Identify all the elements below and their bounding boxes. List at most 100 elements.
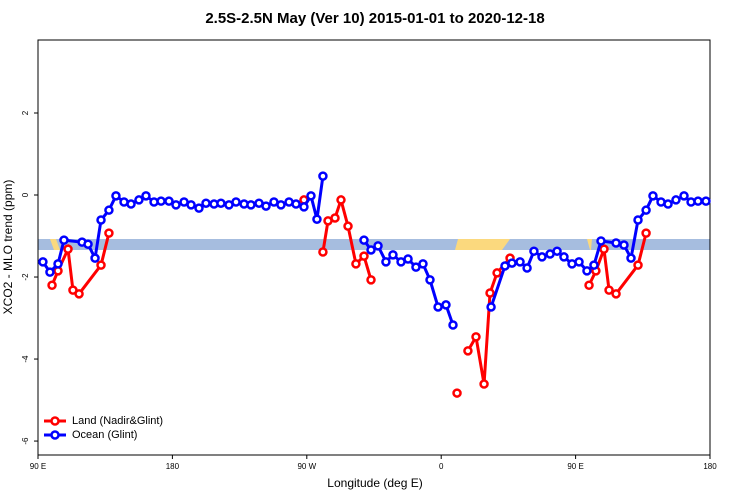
data-point <box>633 260 643 270</box>
data-point <box>584 280 594 290</box>
data-point <box>648 191 658 201</box>
data-point <box>596 236 606 246</box>
data-point <box>276 200 286 210</box>
data-point <box>96 215 106 225</box>
data-point <box>515 257 525 267</box>
y-tick-label: -2 <box>21 273 30 281</box>
data-point <box>611 238 621 248</box>
data-point <box>201 198 211 208</box>
data-point <box>45 267 55 277</box>
data-point <box>582 266 592 276</box>
data-point <box>671 195 681 205</box>
data-point <box>318 171 328 181</box>
data-point <box>74 289 84 299</box>
data-point <box>231 197 241 207</box>
data-point <box>441 300 451 310</box>
data-point <box>479 379 489 389</box>
y-tick-label: -4 <box>21 355 30 363</box>
data-point <box>343 221 353 231</box>
y-tick-label: -6 <box>21 437 30 445</box>
x-tick-label: 90 W <box>297 462 316 471</box>
data-point <box>366 275 376 285</box>
data-point <box>574 257 584 267</box>
legend-label: Ocean (Glint) <box>72 429 137 441</box>
data-point <box>418 259 428 269</box>
data-point <box>359 251 369 261</box>
x-tick-label: 180 <box>166 462 180 471</box>
data-point <box>701 196 711 206</box>
data-point <box>633 215 643 225</box>
data-point <box>679 191 689 201</box>
data-point <box>452 388 462 398</box>
data-point <box>486 302 496 312</box>
legend-swatch-point <box>50 430 60 440</box>
data-point <box>63 244 73 254</box>
data-point <box>126 199 136 209</box>
data-point <box>96 260 106 270</box>
data-point <box>216 198 226 208</box>
x-tick-label: 180 <box>703 462 717 471</box>
data-point <box>83 239 93 249</box>
data-point <box>626 253 636 263</box>
data-point <box>492 268 502 278</box>
data-point <box>261 201 271 211</box>
data-point <box>552 246 562 256</box>
data-point <box>425 275 435 285</box>
data-point <box>104 205 114 215</box>
x-tick-label: 90 E <box>567 462 583 471</box>
data-point <box>589 260 599 270</box>
data-point <box>663 199 673 209</box>
data-point <box>330 213 340 223</box>
data-point <box>351 259 361 269</box>
x-axis-label: Longitude (deg E) <box>327 476 422 490</box>
data-point <box>433 302 443 312</box>
data-point <box>373 241 383 251</box>
data-point <box>171 200 181 210</box>
data-point <box>388 250 398 260</box>
data-point <box>299 202 309 212</box>
data-point <box>693 196 703 206</box>
data-point <box>141 191 151 201</box>
data-point <box>381 257 391 267</box>
data-point <box>599 244 609 254</box>
data-point <box>471 332 481 342</box>
x-tick-label: 0 <box>439 462 444 471</box>
data-point <box>463 346 473 356</box>
data-point <box>134 195 144 205</box>
data-point <box>529 246 539 256</box>
data-point <box>90 253 100 263</box>
data-point <box>318 247 328 257</box>
data-point <box>359 235 369 245</box>
data-point <box>507 258 517 268</box>
data-point <box>53 259 63 269</box>
data-point <box>164 196 174 206</box>
data-point <box>312 214 322 224</box>
y-tick-label: 2 <box>21 110 30 115</box>
data-point <box>485 288 495 298</box>
data-point <box>448 320 458 330</box>
chart-title: 2.5S-2.5N May (Ver 10) 2015-01-01 to 202… <box>205 10 544 27</box>
x-tick-label: 90 E <box>30 462 46 471</box>
plot-frame <box>37 39 711 456</box>
data-point <box>38 257 48 267</box>
data-point <box>186 200 196 210</box>
data-point <box>559 252 569 262</box>
data-point <box>522 263 532 273</box>
data-point <box>604 285 614 295</box>
data-point <box>537 252 547 262</box>
data-point <box>641 205 651 215</box>
data-point <box>246 200 256 210</box>
data-point <box>59 235 69 245</box>
data-point <box>366 245 376 255</box>
data-point <box>411 262 421 272</box>
data-point <box>194 203 204 213</box>
data-point <box>619 240 629 250</box>
data-point <box>611 289 621 299</box>
data-point <box>306 191 316 201</box>
legend-label: Land (Nadir&Glint) <box>72 415 163 427</box>
data-point <box>641 228 651 238</box>
data-point <box>104 228 114 238</box>
legend-swatch-point <box>50 416 60 426</box>
data-point <box>156 196 166 206</box>
